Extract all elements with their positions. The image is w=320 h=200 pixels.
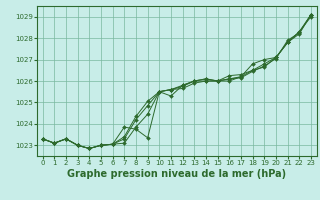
X-axis label: Graphe pression niveau de la mer (hPa): Graphe pression niveau de la mer (hPa) xyxy=(67,169,286,179)
